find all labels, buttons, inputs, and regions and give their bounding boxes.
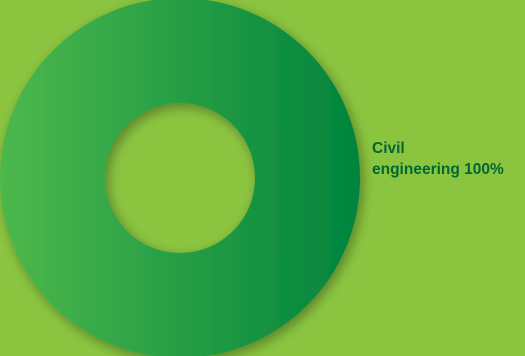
slice-label-line-1: Civil	[372, 140, 405, 157]
donut-slice-0	[0, 0, 360, 356]
slice-label-civil-engineering: Civil engineering 100%	[372, 138, 522, 180]
slice-label-line-2: engineering 100%	[372, 161, 504, 178]
donut-slices	[0, 0, 360, 356]
